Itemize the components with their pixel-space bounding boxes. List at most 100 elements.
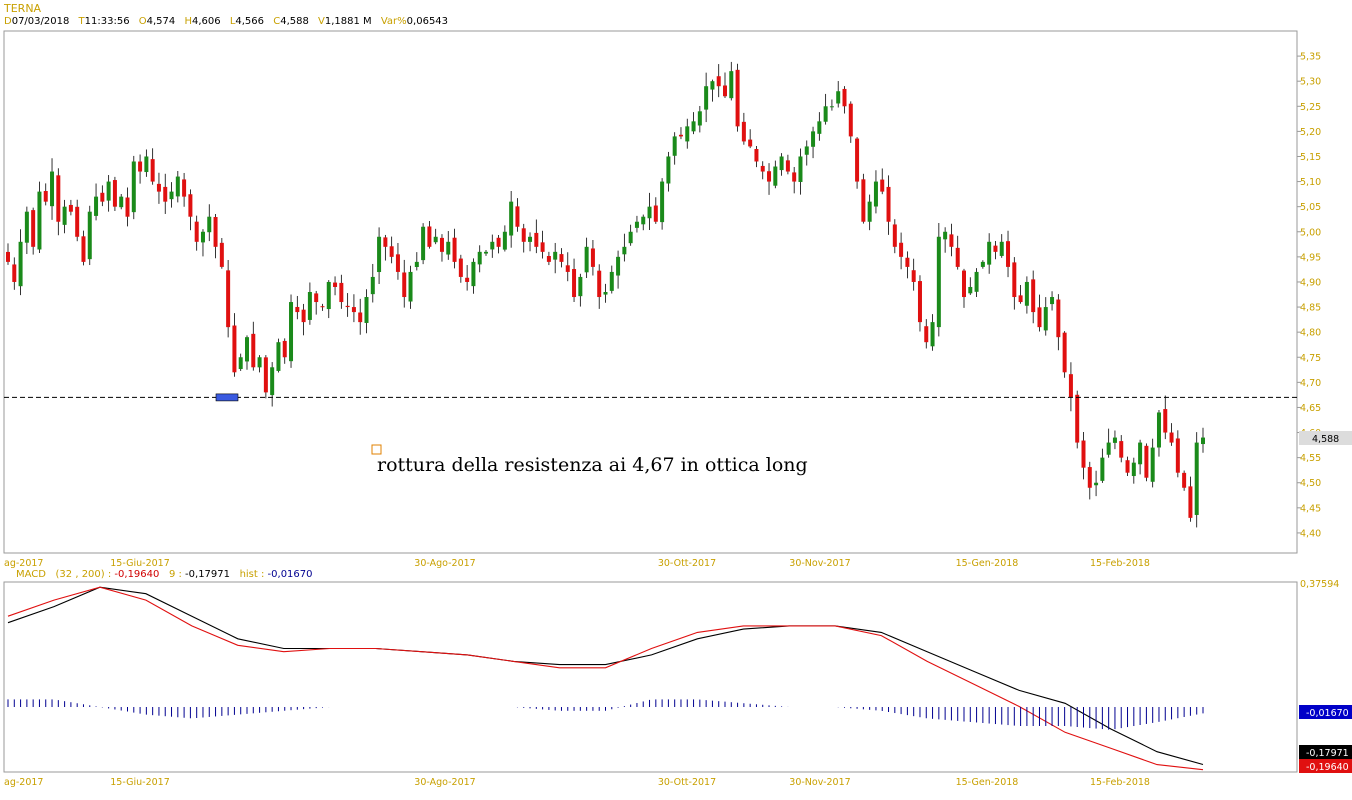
candle-body: [1125, 460, 1130, 473]
candle-body: [829, 106, 834, 108]
price-tick-label: 4,70: [1300, 378, 1321, 389]
candle-body: [930, 322, 935, 347]
open-label: O: [138, 16, 147, 27]
candle-body: [1201, 437, 1205, 445]
candle-body: [873, 181, 878, 207]
candle-body: [125, 197, 130, 217]
candle-body: [1175, 438, 1180, 473]
current-price-label: 4,588: [1312, 434, 1339, 445]
price-tick-label: 5,15: [1300, 152, 1321, 163]
candle-body: [465, 277, 470, 282]
candle-body: [408, 271, 413, 302]
candle-body: [1024, 281, 1029, 306]
macd-name: MACD: [16, 569, 46, 580]
candle-body: [892, 224, 897, 247]
date-tick-label: 30-Ago-2017: [414, 558, 475, 569]
candle-body: [704, 86, 709, 110]
candle-body: [402, 272, 407, 298]
candle-body: [678, 134, 683, 137]
candle-body: [1150, 447, 1155, 482]
macd-lines: [7, 586, 1204, 771]
candle-body: [1056, 299, 1061, 338]
candle-body: [1068, 374, 1073, 398]
candle-body: [289, 302, 294, 362]
candle-body: [138, 161, 143, 172]
candle-body: [559, 254, 564, 262]
price-tick-label: 4,80: [1300, 328, 1321, 339]
candle-body: [282, 340, 287, 358]
candle-body: [955, 247, 960, 267]
candle-body: [949, 234, 954, 247]
candle-body: [792, 172, 797, 182]
macd-value: -0,19640: [114, 569, 160, 580]
candle-body: [628, 231, 633, 244]
candle-body: [1094, 482, 1099, 486]
signal-line: [7, 586, 1204, 766]
candle-body: [194, 221, 199, 242]
time-value: 11:33:56: [84, 16, 130, 27]
candle-body: [779, 156, 784, 171]
price-tick-label: 4,55: [1300, 453, 1321, 464]
candle-body: [232, 325, 237, 373]
candle-body: [1062, 332, 1067, 373]
price-tick-label: 5,05: [1300, 202, 1321, 213]
candle-body: [251, 333, 256, 368]
candle-body: [207, 216, 212, 233]
date-tick-label: ag-2017: [4, 777, 43, 788]
candle-body: [307, 292, 312, 320]
candle-body: [94, 196, 99, 216]
candle-body: [144, 156, 149, 173]
candle-body: [326, 281, 331, 310]
low-label: L: [229, 16, 236, 27]
candle-body: [521, 228, 526, 242]
hist-tag: [1299, 705, 1352, 719]
candle-body: [723, 85, 727, 97]
candle-body: [175, 176, 180, 197]
candle-body: [528, 236, 533, 242]
candle-body: [666, 156, 671, 184]
candle-body: [257, 357, 262, 368]
var-label: Var%: [380, 16, 407, 27]
candle-body: [710, 81, 715, 90]
candle-body: [597, 270, 602, 298]
candle-body: [641, 216, 646, 225]
candle-body: [1100, 457, 1105, 481]
candle-body: [106, 181, 111, 201]
volume-label: V: [318, 16, 325, 27]
candle-body: [697, 111, 702, 126]
date-axis-macd: ag-2017 15-Giu-2017 30-Ago-2017 30-Ott-2017…: [4, 777, 1150, 788]
candle-body: [754, 148, 759, 162]
candle-body: [842, 88, 847, 107]
candle-body: [987, 241, 992, 265]
candle-body: [773, 166, 778, 186]
candle-body: [716, 76, 721, 87]
symbol-title: TERNA: [4, 2, 42, 15]
candle-body: [100, 192, 105, 202]
date-tick-label: 30-Ago-2017: [414, 777, 475, 788]
candle-body: [200, 231, 205, 243]
signal-label: 9 :: [168, 569, 182, 580]
candle-body: [1087, 467, 1092, 488]
annotation-anchor[interactable]: [371, 444, 382, 455]
candle-body: [811, 131, 816, 147]
price-tick-label: 4,95: [1300, 252, 1321, 263]
resistance-marker[interactable]: [215, 393, 239, 402]
price-tick-label: 5,35: [1300, 52, 1321, 63]
annotation-text[interactable]: rottura della resistenza ai 4,67 in otti…: [377, 454, 808, 476]
price-tick-label: 5,30: [1300, 77, 1321, 88]
candle-body: [226, 270, 231, 328]
price-tick-label: 5,00: [1300, 227, 1321, 238]
candle-body: [867, 201, 872, 222]
candle-body: [169, 191, 174, 200]
candle-body: [848, 103, 853, 137]
candle-body: [433, 236, 438, 243]
candle-body: [1018, 295, 1023, 303]
ohlc-readout: D07/03/2018 T11:33:56 O4,574 H4,606 L4,5…: [4, 16, 454, 27]
candle-body: [553, 251, 558, 260]
candle-body: [974, 271, 979, 292]
price-tick-label: 4,75: [1300, 353, 1321, 364]
candle-body: [1031, 279, 1036, 313]
candle-body: [1081, 440, 1086, 468]
date-tick-label: 30-Ott-2017: [658, 558, 716, 569]
